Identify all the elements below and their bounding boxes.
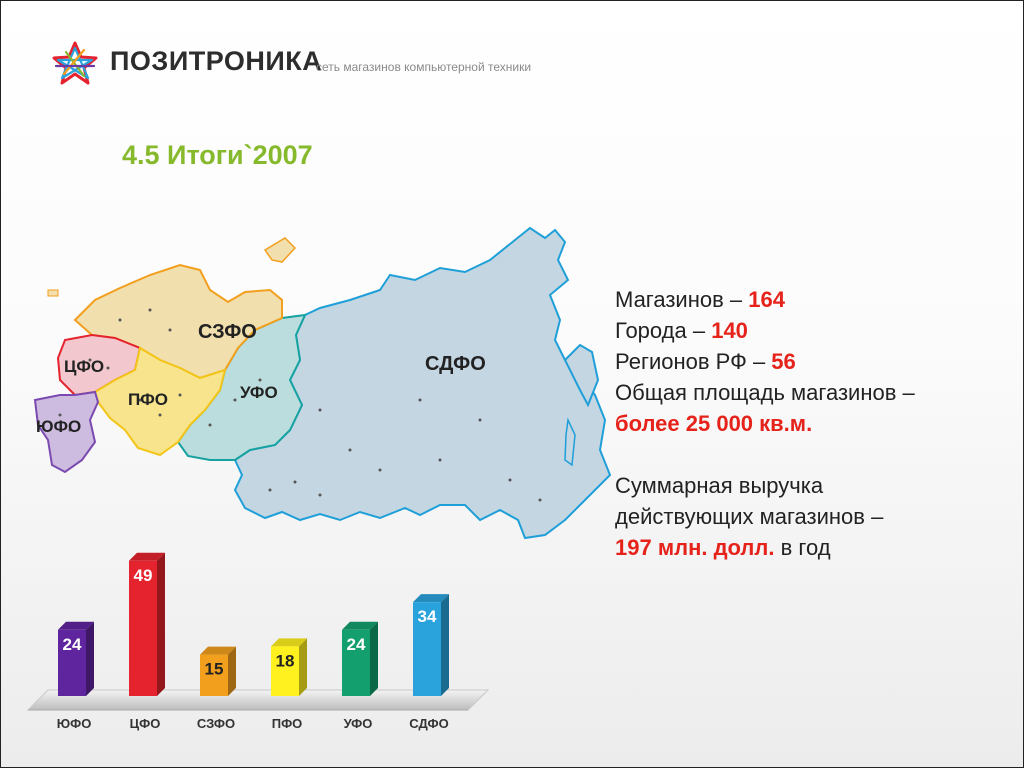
- stores-label: Магазинов –: [615, 287, 749, 312]
- bar-front-3: [271, 646, 299, 696]
- bar-2: 15: [200, 646, 236, 696]
- bar-3: 18: [271, 638, 307, 696]
- area-value: более 25 000 кв.м.: [615, 411, 813, 436]
- x-label-2: СЗФО: [197, 716, 235, 731]
- bar-value-0: 24: [63, 635, 82, 654]
- x-label-3: ПФО: [272, 716, 303, 731]
- map-label-szfo: СЗФО: [198, 321, 257, 343]
- x-label-0: ЮФО: [57, 716, 92, 731]
- region-kamchatka: [563, 343, 600, 408]
- map-label-pfo: ПФО: [128, 390, 168, 409]
- bar-front-4: [342, 629, 370, 696]
- bar-top-4: [342, 621, 378, 630]
- x-label-5: СДФО: [409, 716, 449, 731]
- stores-by-district-bar-chart: 24 49 15 18 24 34 ЮФО ЦФО СЗФО ПФО УФО СДФО: [26, 552, 490, 731]
- regions-line: Регионов РФ – 56: [615, 346, 1015, 377]
- bar-front-0: [58, 629, 86, 696]
- stats-block: Магазинов – 164 Города – 140 Регионов РФ…: [615, 284, 1015, 563]
- bar-top-5: [413, 594, 449, 603]
- cities-label: Города –: [615, 318, 712, 343]
- region-sdfo: [233, 226, 612, 540]
- regions-value: 56: [771, 349, 796, 374]
- revenue-line-1: Суммарная выручка: [615, 473, 824, 498]
- region-novaya-zemlya: [263, 237, 297, 263]
- bar-side-2: [228, 646, 236, 696]
- bar-side-1: [157, 552, 165, 696]
- bar-top-0: [58, 621, 94, 630]
- stats-spacer: [615, 439, 1015, 470]
- bar-front-5: [413, 602, 441, 696]
- cities-value: 140: [711, 318, 748, 343]
- revenue-suffix: в год: [774, 535, 831, 560]
- area-label: Общая площадь магазинов –: [615, 380, 915, 405]
- x-labels-group: ЮФО ЦФО СЗФО ПФО УФО СДФО: [57, 716, 449, 731]
- bar-0: 24: [58, 621, 94, 696]
- region-sakhalin: [564, 417, 576, 467]
- stores-value: 164: [748, 287, 785, 312]
- bar-side-4: [370, 621, 378, 696]
- bar-value-5: 34: [418, 607, 437, 626]
- bar-side-3: [299, 638, 307, 696]
- stores-line: Магазинов – 164: [615, 284, 1015, 315]
- region-pfo: [93, 346, 227, 457]
- regions-label: Регионов РФ –: [615, 349, 772, 374]
- bar-4: 24: [342, 621, 378, 696]
- map-label-ufo: УФО: [240, 383, 278, 402]
- brand-name: ПОЗИТРОНИКА: [110, 46, 323, 76]
- brand-tagline: сеть магазинов компьютерной техники: [316, 60, 532, 74]
- bar-top-2: [200, 646, 236, 655]
- revenue-line-2: действующих магазинов –: [615, 504, 884, 529]
- x-label-1: ЦФО: [130, 716, 161, 731]
- bar-front-1: [129, 560, 157, 696]
- bar-5: 34: [413, 594, 449, 696]
- map-label-cfo: ЦФО: [64, 357, 104, 376]
- bar-side-0: [86, 621, 94, 696]
- slide-title: 4.5 Итоги`2007: [122, 140, 313, 170]
- region-yufo: [33, 390, 100, 474]
- bar-front-2: [200, 654, 228, 696]
- cities-line: Города – 140: [615, 315, 1015, 346]
- bar-value-3: 18: [276, 651, 295, 670]
- bar-top-1: [129, 552, 165, 561]
- x-label-4: УФО: [344, 716, 373, 731]
- map-label-sdfo: СДФО: [425, 353, 486, 375]
- bar-value-1: 49: [134, 566, 153, 585]
- bars-group: 24 49 15 18 24 34: [58, 552, 449, 696]
- bar-side-5: [441, 594, 449, 696]
- revenue-line-3: 197 млн. долл. в год: [615, 532, 1015, 563]
- city-dots: [58, 308, 542, 502]
- bar-value-2: 15: [205, 660, 224, 679]
- bar-top-3: [271, 638, 307, 647]
- revenue-value: 197 млн. долл.: [615, 535, 775, 560]
- map-label-yufo: ЮФО: [36, 417, 81, 436]
- bar-value-4: 24: [347, 635, 366, 654]
- star-logo-icon: [52, 41, 98, 85]
- bar-1: 49: [129, 552, 165, 696]
- region-kaliningrad: [47, 289, 59, 297]
- russia-federal-districts-map: СЗФО ЦФО ПФО ЮФО УФО СДФО: [33, 226, 612, 540]
